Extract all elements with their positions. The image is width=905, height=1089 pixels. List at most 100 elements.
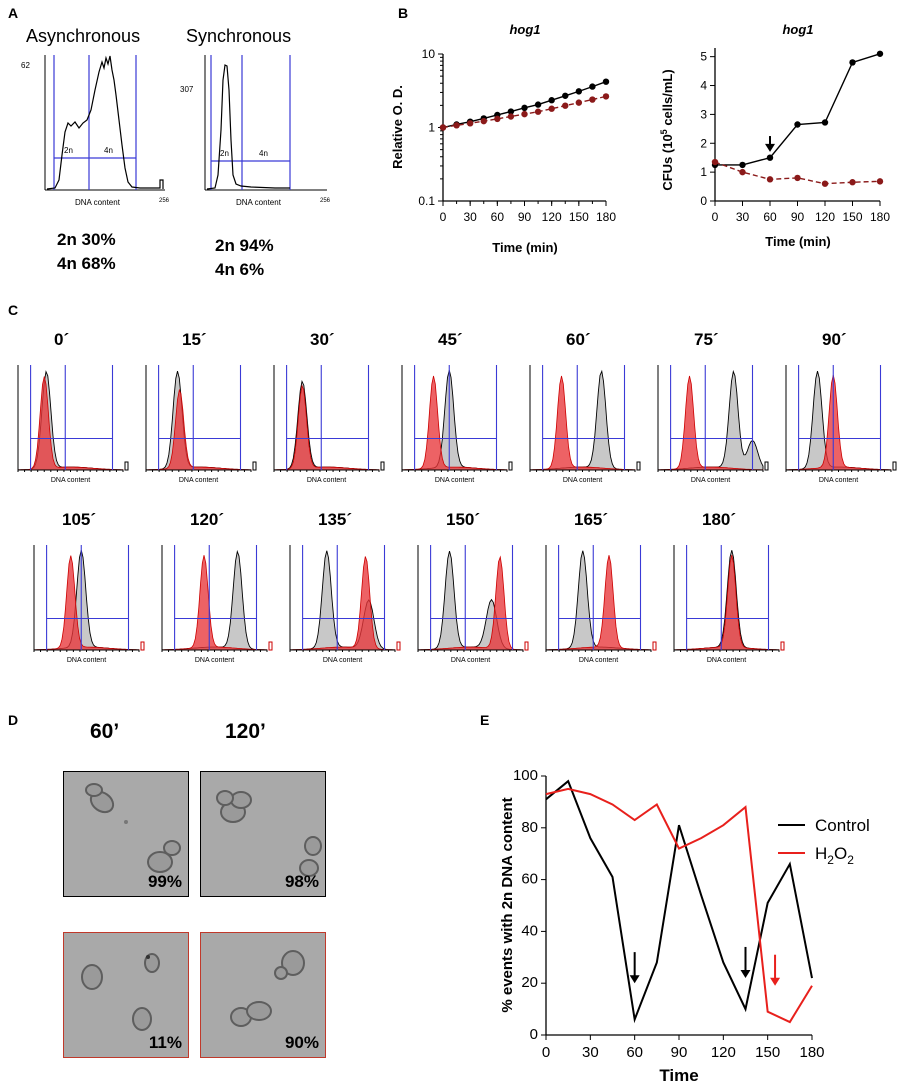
point-treated: [466, 120, 474, 127]
y-axis-label: CFUs (105 cells/mL): [659, 69, 675, 190]
flow-histogram: DNA content: [401, 365, 513, 484]
series-line-control: [715, 53, 881, 166]
x-axis-label: Time: [659, 1066, 698, 1085]
sync-xlabel: DNA content: [236, 198, 282, 207]
async-xmax: 256: [159, 198, 170, 204]
panel-letter-b: B: [398, 5, 409, 21]
async-title: Asynchronous: [26, 26, 141, 46]
time-label: 165´: [574, 510, 609, 529]
y-axis-label: Relative O. D.: [390, 85, 405, 169]
point-control: [766, 154, 774, 161]
flow-histogram: DNA content: [545, 545, 657, 664]
control-histogram: [545, 550, 652, 651]
hist-xlabel: DNA content: [707, 657, 746, 664]
x-tick-label: 90: [791, 210, 805, 224]
x-tick-label: 90: [671, 1044, 688, 1061]
h2o2-histogram: [657, 375, 764, 471]
point-treated: [589, 96, 596, 103]
point-control: [821, 119, 829, 126]
chart-title: hog1: [509, 22, 540, 37]
time-label: 90´: [822, 330, 847, 349]
y-tick-label: 100: [513, 767, 538, 784]
h2o2-histogram: [529, 375, 636, 471]
flow-histogram: DNA content: [17, 365, 129, 484]
point-treated: [739, 168, 746, 176]
micro-time-120: 120’: [225, 720, 266, 743]
y-axis-label-main: CFUs (10: [660, 134, 675, 190]
legend-label-h2o2-part: 2: [847, 853, 854, 867]
overflow-marker: [508, 461, 513, 471]
micro-h2o2-60: 11%: [63, 932, 189, 1058]
point-control: [876, 50, 884, 57]
legend-label-control: Control: [815, 816, 870, 835]
control-histogram: [529, 369, 636, 471]
h2o2-histogram: [289, 556, 396, 651]
panel-letter-a: A: [8, 5, 19, 21]
point-control: [507, 108, 515, 115]
point-control: [548, 97, 555, 104]
async-ymax: 62: [21, 61, 30, 70]
annotation-arrow-0-head: [629, 975, 640, 984]
overflow-marker: [652, 641, 657, 651]
point-treated: [766, 176, 774, 183]
point-treated: [575, 99, 583, 106]
micro-value-control-60: 99%: [147, 872, 182, 891]
h2o2-histogram: [673, 554, 780, 651]
y-tick-label: 60: [521, 871, 538, 888]
h2o2-histogram: [785, 374, 892, 471]
y-tick-label: 0: [700, 194, 707, 208]
h2o2-histogram: [401, 375, 508, 471]
x-tick-label: 150: [569, 210, 589, 224]
flow-histogram: DNA content: [673, 545, 785, 664]
sync-ymax: 307: [180, 85, 194, 94]
sync-pct-2n: 2n 94%: [215, 236, 274, 255]
panel-letter-d: D: [8, 712, 19, 728]
legend-label-h2o2-part: O: [834, 844, 847, 863]
x-tick-label: 180: [870, 210, 890, 224]
flow-histogram: DNA content: [161, 545, 273, 664]
time-label: 15´: [182, 330, 207, 349]
y-tick-label: 0: [530, 1026, 538, 1043]
control-histogram: [657, 369, 764, 471]
x-tick-label: 60: [626, 1044, 643, 1061]
time-label: 150´: [446, 510, 481, 529]
series-line-H2O2: [545, 787, 813, 1024]
point-treated: [794, 174, 801, 182]
sync-gate-4n: 4n: [259, 149, 268, 158]
overflow-marker: [380, 461, 385, 471]
chart-title: hog1: [782, 22, 813, 37]
annotation-arrow-2-head: [770, 977, 781, 986]
y-axis-label-tail: cells/mL): [660, 69, 675, 129]
time-label: 75´: [694, 330, 719, 349]
hist-xlabel: DNA content: [579, 657, 618, 664]
hist-xlabel: DNA content: [435, 477, 474, 484]
x-tick-label: 180: [799, 1044, 824, 1061]
x-tick-label: 30: [463, 210, 477, 224]
x-tick-label: 0: [542, 1044, 550, 1061]
sync-histogram: 307 256 DNA content 2n 4n: [180, 55, 331, 207]
annotation-arrow-head: [765, 143, 775, 152]
point-treated: [849, 179, 856, 186]
time-label: 45´: [438, 330, 463, 349]
point-treated: [602, 93, 610, 100]
hist-xlabel: DNA content: [819, 477, 858, 484]
h2o2-histogram: [273, 384, 380, 471]
flow-histogram: DNA content: [657, 365, 769, 484]
y-tick-label: 1: [700, 165, 707, 179]
control-histogram: [161, 549, 268, 651]
time-label: 0´: [54, 330, 70, 349]
time-label: 105´: [62, 510, 97, 529]
control-histogram: [289, 550, 396, 651]
point-treated: [480, 117, 487, 125]
y-tick-label: 0.1: [418, 194, 435, 208]
x-tick-label: 120: [815, 210, 835, 224]
y-tick-label: 2: [700, 136, 707, 150]
hist-xlabel: DNA content: [563, 477, 602, 484]
flow-histogram: DNA content: [33, 545, 145, 664]
micro-time-60: 60’: [90, 720, 120, 743]
point-treated: [453, 122, 460, 129]
hist-xlabel: DNA content: [307, 477, 346, 484]
sync-pct-4n: 4n 6%: [215, 260, 265, 279]
point-treated: [439, 124, 447, 131]
x-tick-label: 0: [440, 210, 447, 224]
